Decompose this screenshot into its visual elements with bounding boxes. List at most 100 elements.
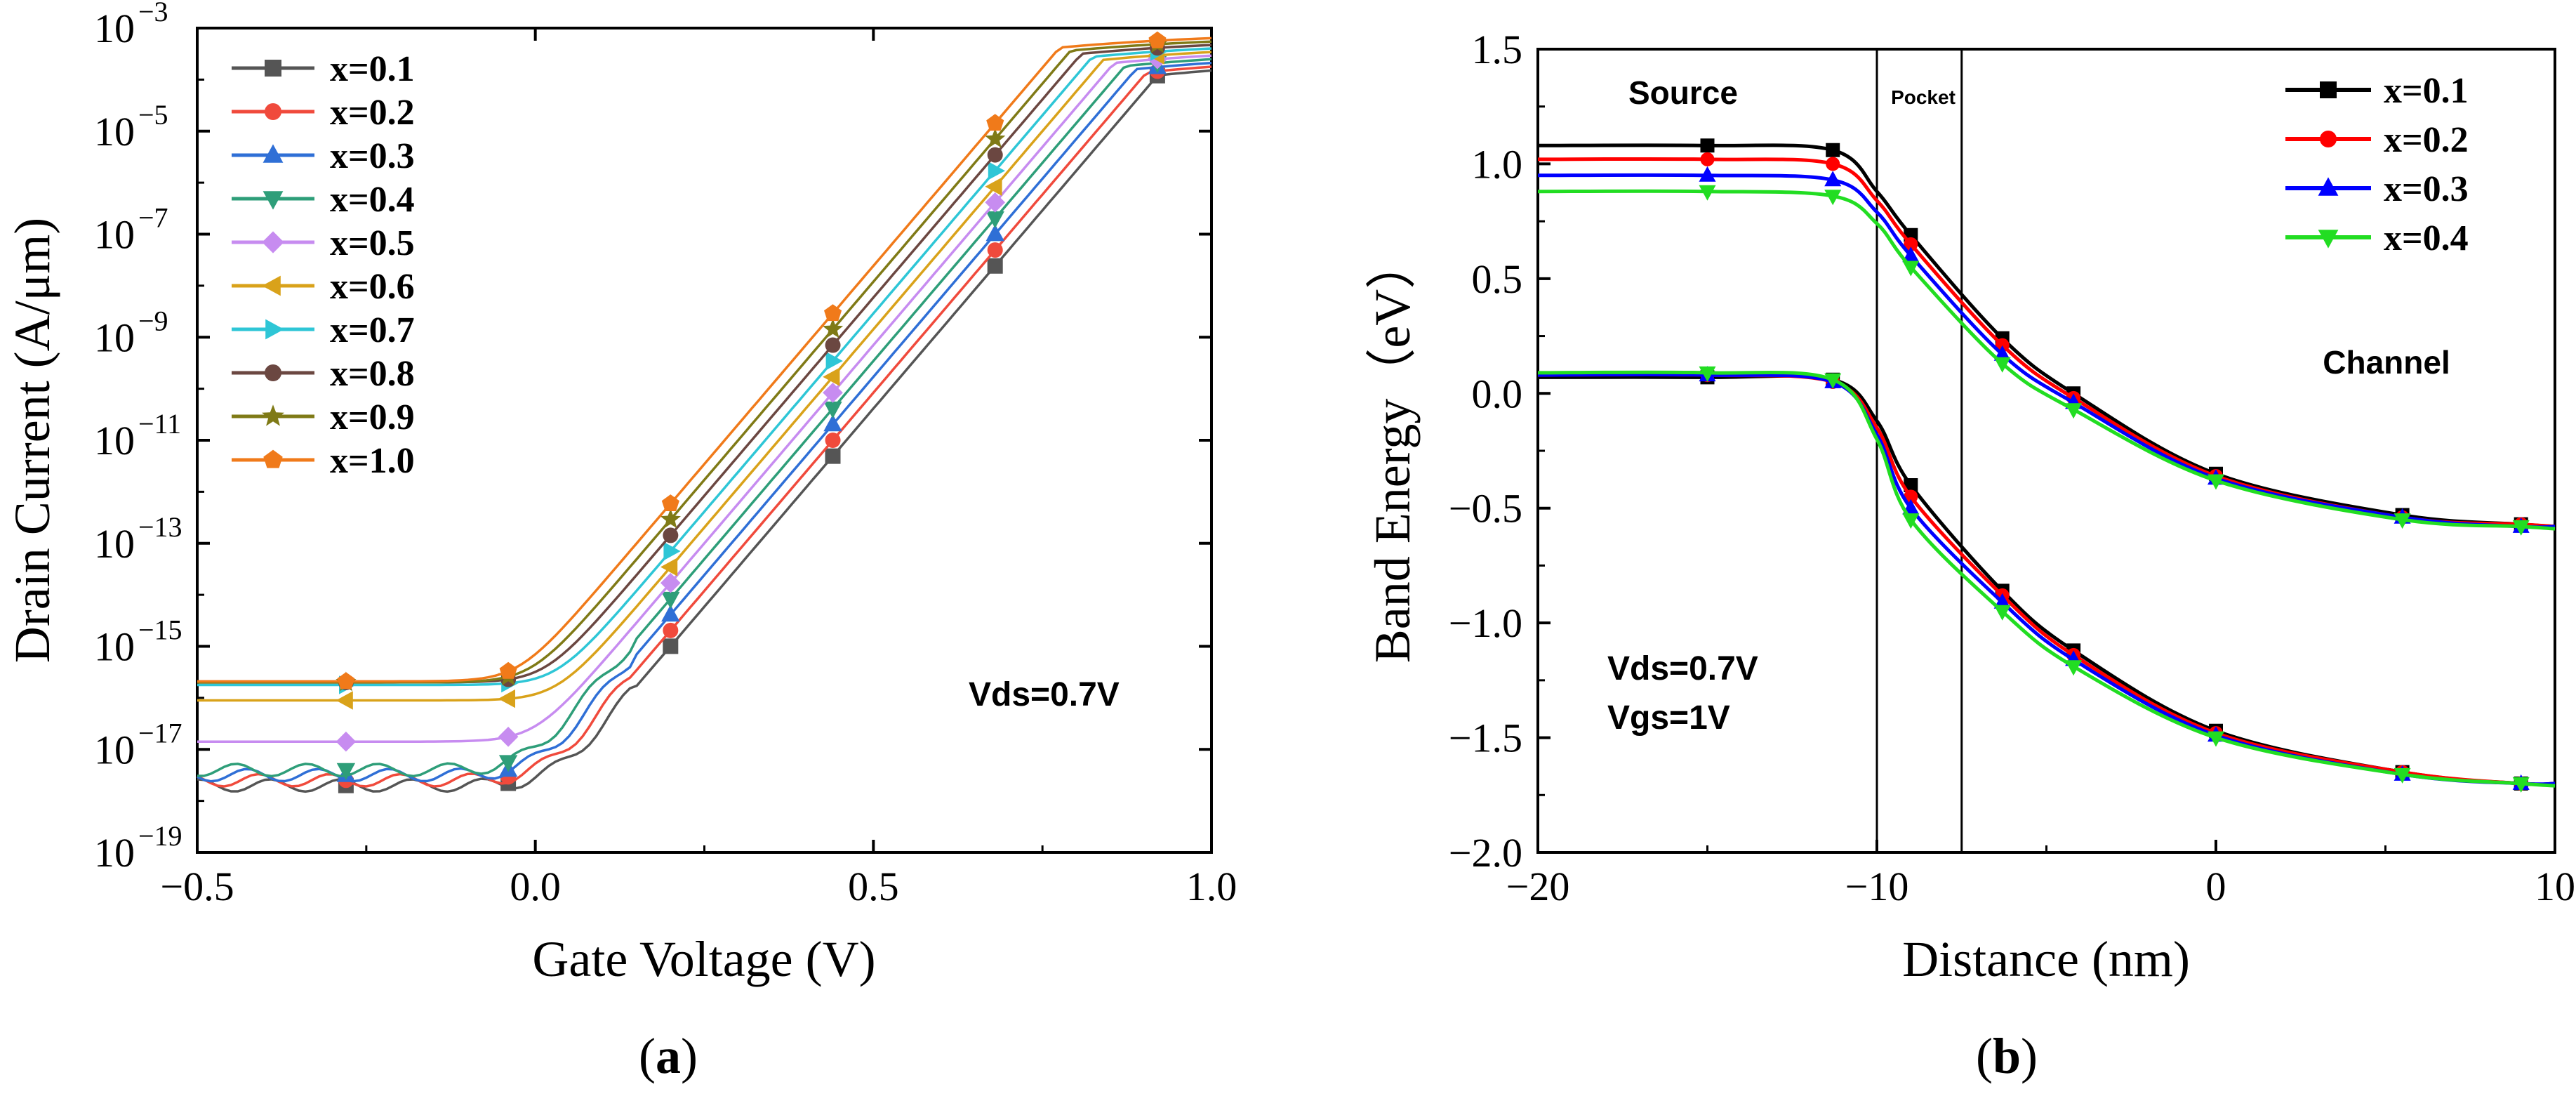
panel-a-y-tick-exponent: −17 (138, 717, 182, 748)
panel-a-caption-letter: a (656, 1028, 681, 1084)
panel-b-data-point (1824, 171, 1842, 187)
panel-b-data-point (1826, 143, 1840, 157)
panel-a-legend-label: x=0.9 (330, 397, 415, 437)
panel-a-data-point (823, 383, 843, 403)
panel-a-series-line (197, 47, 1212, 687)
panel-a-data-point (498, 755, 518, 772)
panel-b-y-axis-label: Band Energy（eV） (1365, 239, 1421, 664)
panel-a-series (197, 31, 1212, 793)
panel-a-y-axis-label: Drain Current (A/μm) (4, 218, 60, 663)
panel-a-data-point (337, 672, 355, 690)
panel-b-data-point (2065, 403, 2083, 419)
panel-b-data-point (1902, 246, 1920, 263)
panel-a-legend-label: x=0.5 (330, 223, 415, 263)
panel-a-legend-label: x=0.1 (330, 49, 415, 89)
panel-a-vds-annotation: Vds=0.7V (969, 676, 1120, 713)
panel-b-y-tick-label: 1.5 (1472, 27, 1523, 72)
panel-a-data-point (661, 591, 680, 609)
panel-a-data-point (988, 161, 1005, 180)
panel-a-y-tick-exponent: −19 (138, 820, 182, 852)
panel-a-data-point (985, 177, 1002, 196)
panel-b-y-tick-label: 0.5 (1472, 256, 1523, 302)
panel-b-legend-label: x=0.3 (2384, 169, 2469, 209)
panel-b-data-point (1700, 138, 1715, 153)
panel-a-data-point (1148, 31, 1167, 48)
panel-a-legend-swatch-marker (265, 319, 284, 340)
panel-a-data-point (987, 258, 1003, 274)
panel-a-legend-swatch-marker (262, 231, 284, 253)
panel-a-x-tick-label: 0.0 (510, 864, 561, 909)
panel-a-data-point (663, 541, 681, 561)
panel-a-legend-label: x=0.2 (330, 93, 415, 133)
panel-a-data-point (987, 242, 1003, 258)
panel-a-data-point (825, 337, 841, 353)
panel-b-data-point (1699, 185, 1716, 201)
panel-b-data-point (1824, 190, 1842, 206)
panel-a-data-point (825, 448, 841, 464)
panel-a-caption: (a) (639, 1028, 698, 1084)
panel-a-series-line (197, 69, 1212, 793)
panel-a-data-point (663, 638, 679, 654)
panel-b-data-point (1993, 357, 2011, 373)
panel-a-series-line (197, 37, 1212, 683)
panel-b-legend-label: x=0.1 (2384, 71, 2469, 111)
panel-a-legend-swatch-marker (262, 275, 281, 296)
panel-b-data-point (1699, 366, 1716, 382)
panel-b-data-point (1699, 166, 1716, 182)
panel-b-data-point (2207, 731, 2224, 747)
panel-a-data-point (823, 401, 842, 419)
panel-b-y-tick-label: 1.0 (1472, 141, 1523, 187)
panel-a-legend-label: x=0.3 (330, 136, 415, 176)
panel-b-data-point (2394, 767, 2411, 784)
panel-a-legend-swatch-marker (263, 191, 284, 210)
panel-a-data-point (498, 689, 515, 708)
panel-b-caption: (b) (1976, 1028, 2038, 1084)
panel-b-data-point (1993, 345, 2011, 361)
panel-b-series (1537, 138, 2556, 793)
panel-b-data-point (1902, 513, 1920, 529)
panel-a-y-tick-exponent: −15 (138, 614, 182, 646)
panel-b-channel-label: Channel (2323, 344, 2450, 381)
panel-a-series-line (197, 61, 1212, 783)
panel-b-data-point (1904, 237, 1918, 251)
panel-a-series-line (197, 58, 1212, 778)
panel-b-data-point (1995, 338, 2010, 352)
panel-b-data-point (1993, 605, 2011, 621)
panel-a-x-tick-label: −0.5 (160, 864, 234, 909)
panel-a-axis-ticks (196, 27, 1213, 854)
panel-a-y-tick-label: 10 (94, 6, 135, 51)
panel-a-data-point (499, 661, 517, 679)
panel-b-data-point (2512, 520, 2530, 536)
panel-a-y-tick-exponent: −11 (138, 408, 181, 440)
panel-a-data-point (825, 351, 843, 371)
panel-a-y-tick-label: 10 (94, 830, 135, 876)
panel-b-x-tick-label: 0 (2206, 864, 2226, 909)
panel-b-series-line-conduction (1537, 157, 2556, 529)
panel-a-x-axis-label: Gate Voltage (V) (532, 931, 875, 987)
panel-a-data-point (336, 763, 356, 780)
panel-b-legend-label: x=0.4 (2384, 218, 2469, 258)
panel-b-x-tick-label: −10 (1845, 864, 1909, 909)
panel-a-y-tick-exponent: −5 (138, 99, 168, 131)
panel-a-data-point (986, 114, 1004, 131)
panel-b-legend-label: x=0.2 (2384, 120, 2469, 160)
panel-b-y-tick-labels: −2.0 −1.5 −1.0 −0.5 0.0 0.5 1.0 1.5 (1449, 27, 1522, 876)
panel-a-legend-label: x=1.0 (330, 441, 415, 481)
panel-b-data-point (2512, 777, 2530, 793)
panel-a-series-line (197, 51, 1212, 702)
panel-a-legend-label: x=0.7 (330, 310, 415, 350)
panel-a-y-tick-exponent: −9 (138, 305, 168, 336)
panel-a-data-point (985, 224, 1004, 242)
panel-a-y-tick-label: 10 (94, 624, 135, 670)
panel-b-y-tick-label: −2.0 (1449, 830, 1522, 876)
panel-a-data-point (823, 414, 842, 432)
panel-a-legend-label: x=0.4 (330, 180, 415, 220)
panel-a-data-point (661, 605, 680, 622)
panel-b-pocket-boundaries (1875, 49, 1963, 852)
panel-a-legend-swatch-marker (265, 103, 281, 120)
panel-a-data-point (985, 128, 1006, 148)
panel-b-y-tick-label: −1.5 (1449, 715, 1522, 761)
panel-a-data-point (660, 558, 678, 576)
panel-a-data-point (824, 304, 842, 322)
